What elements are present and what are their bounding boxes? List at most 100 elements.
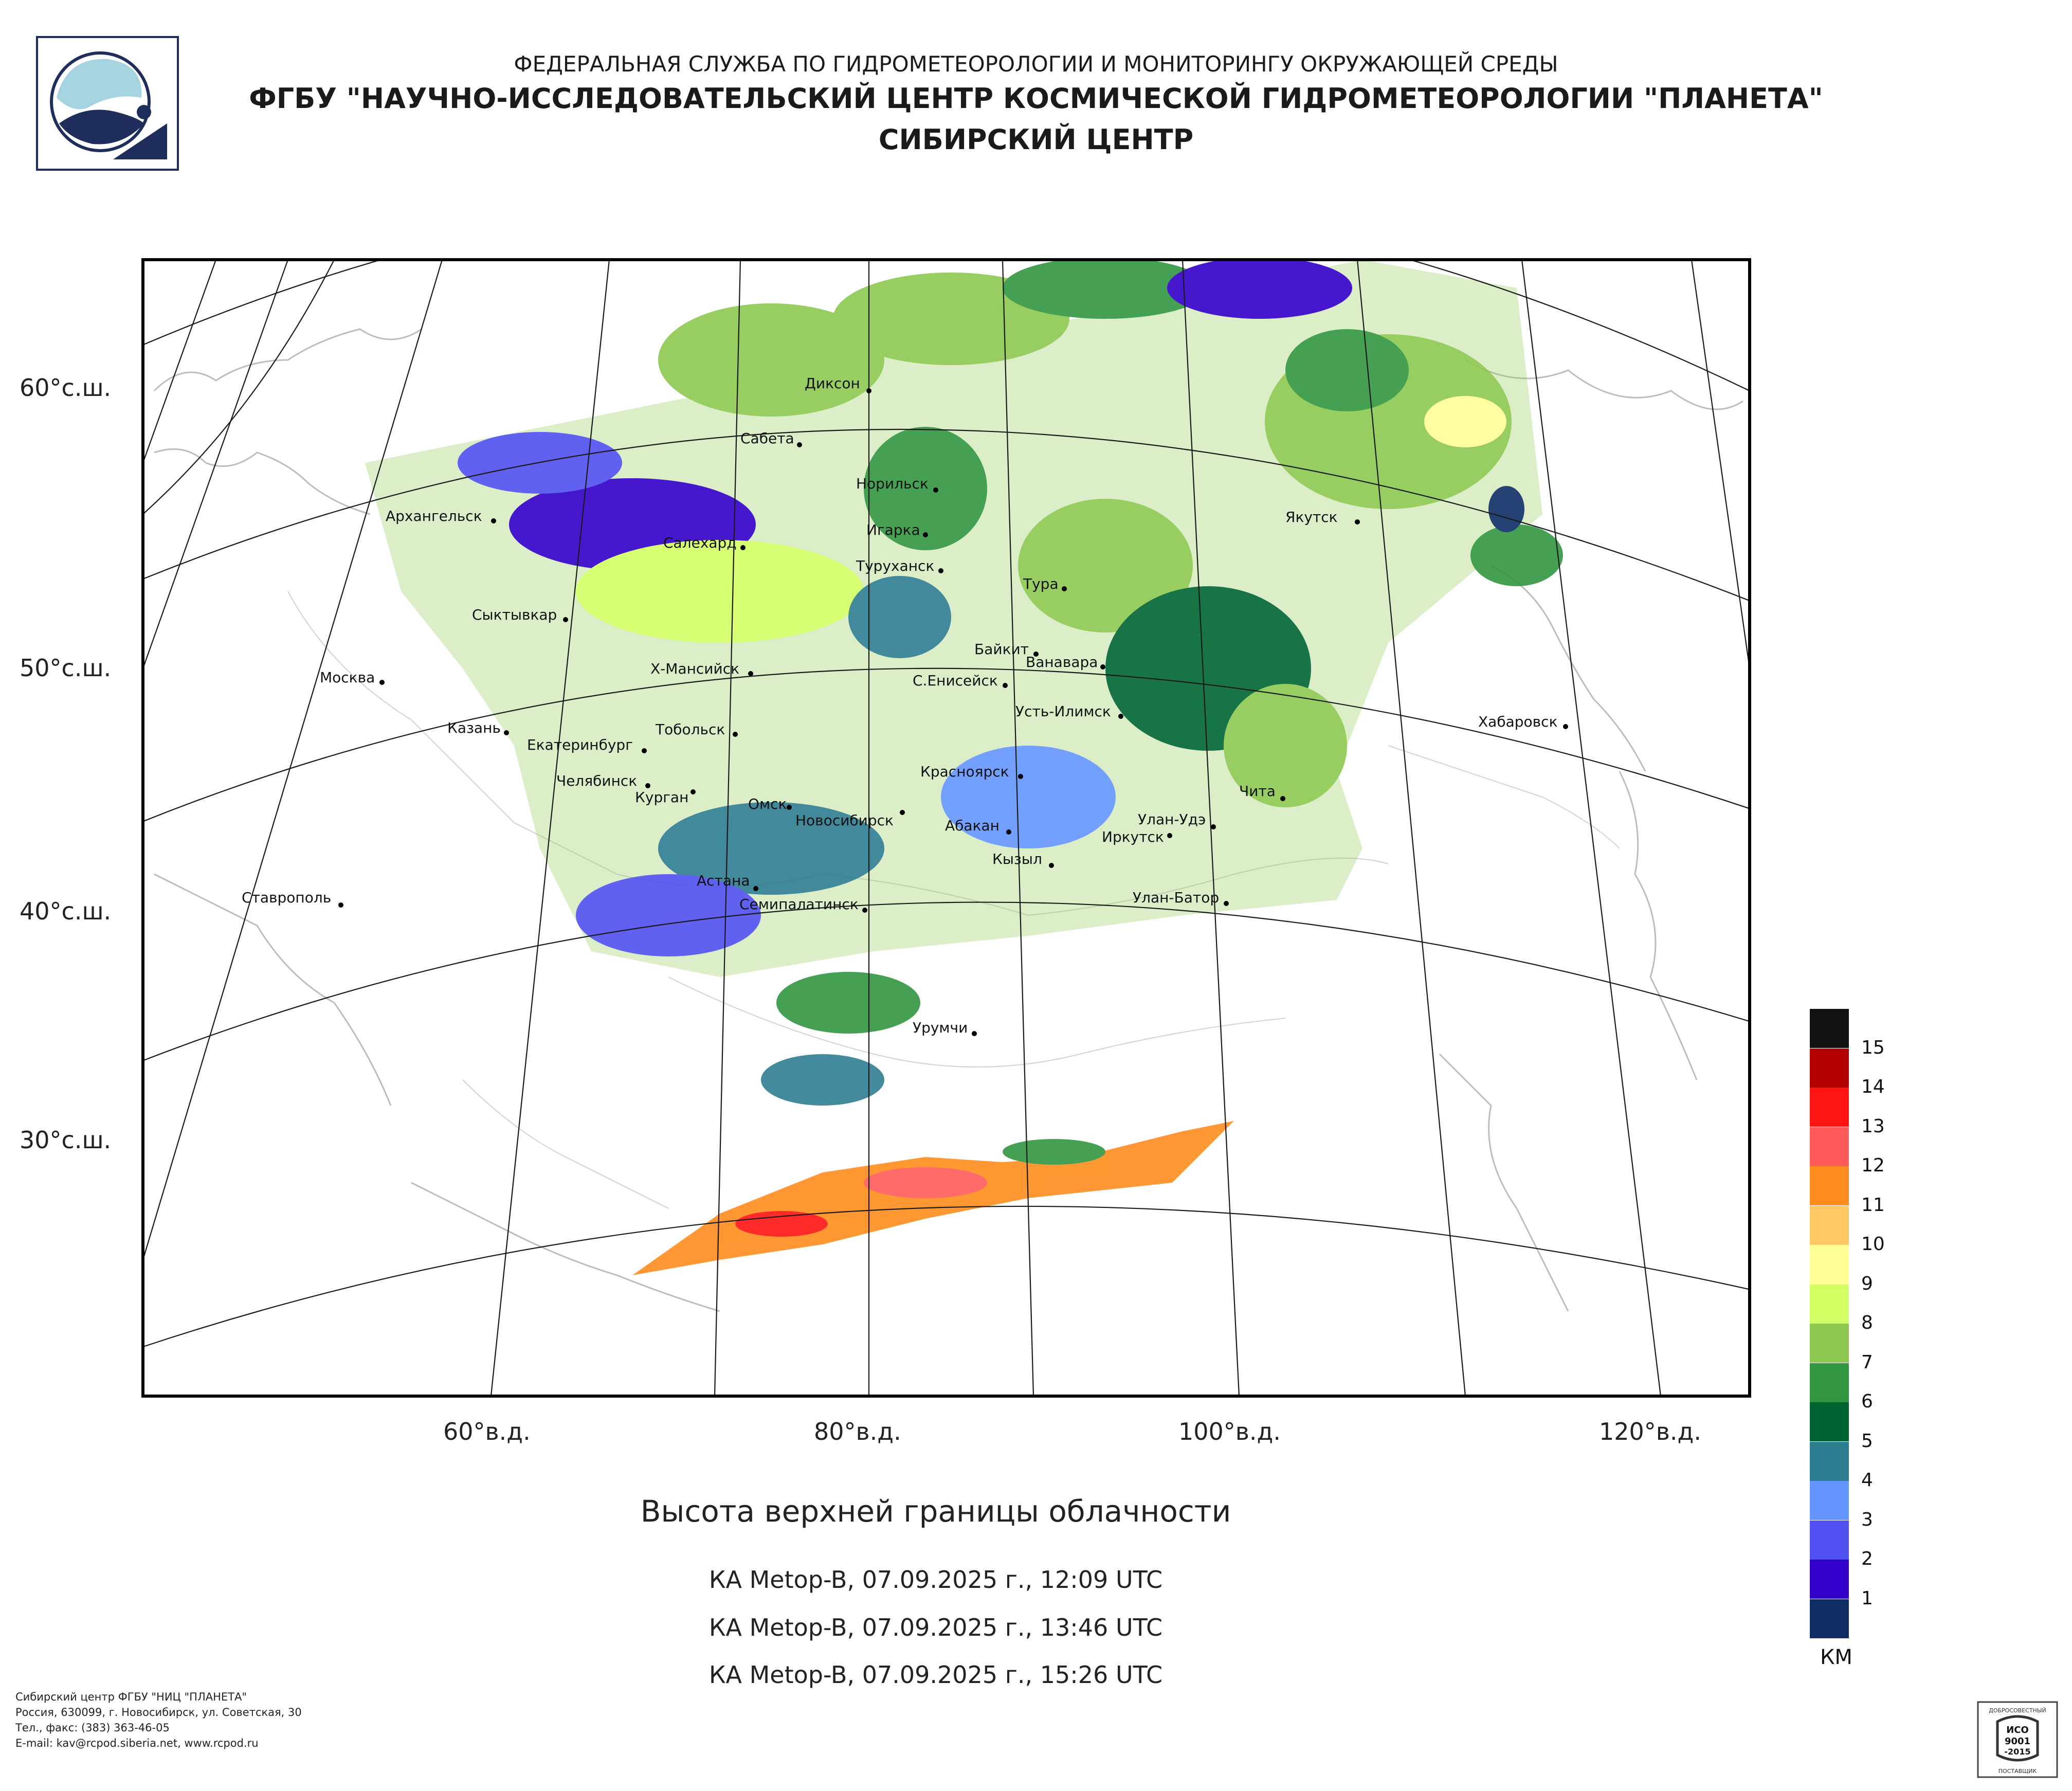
- footer-org: Сибирский центр ФГБУ "НИЦ "ПЛАНЕТА": [15, 1691, 247, 1703]
- lon-label-100: 100°в.д.: [1178, 1418, 1281, 1445]
- svg-text:Красноярск: Красноярск: [920, 763, 1009, 780]
- city-kurgan: Курган: [635, 789, 696, 806]
- city-khmansiysk: Х-Мансийск: [650, 660, 753, 677]
- svg-text:Норильск: Норильск: [856, 475, 929, 492]
- city-turukhansk: Туруханск: [856, 557, 943, 574]
- svg-text:Сыктывкар: Сыктывкар: [472, 606, 557, 623]
- legend-swatch: [1810, 1520, 1849, 1560]
- legend-swatch: [1810, 1166, 1849, 1205]
- svg-text:Новосибирск: Новосибирск: [795, 812, 894, 829]
- legend-label: 7: [1861, 1351, 1873, 1373]
- svg-text:Усть-Илимск: Усть-Илимск: [1015, 703, 1111, 720]
- legend-label: 10: [1861, 1234, 1885, 1255]
- svg-text:Семипалатинск: Семипалатинск: [739, 896, 859, 913]
- legend-label: 6: [1861, 1391, 1873, 1412]
- svg-text:Улан-Батор: Улан-Батор: [1133, 889, 1219, 906]
- city-omsk: Омск: [748, 795, 792, 812]
- legend-label: 5: [1861, 1430, 1873, 1452]
- lat-label-30: 30°с.ш.: [20, 1126, 111, 1154]
- city-ulan-ude: Улан-Удэ: [1138, 811, 1216, 829]
- svg-text:Ванавара: Ванавара: [1026, 654, 1098, 671]
- city-baykit: Байкит: [974, 641, 1039, 658]
- svg-text:9001: 9001: [2005, 1736, 2030, 1747]
- footer-address: Россия, 630099, г. Новосибирск, ул. Сове…: [15, 1706, 302, 1718]
- svg-text:Якутск: Якутск: [1285, 509, 1338, 526]
- city-vanavara: Ванавара: [1026, 654, 1105, 671]
- legend-label: 9: [1861, 1273, 1873, 1294]
- city-markers: Диксон Сабета Норильск Архангельск Салех…: [242, 375, 1568, 1036]
- city-chelyabinsk: Челябинск: [556, 772, 650, 789]
- svg-text:ДОБРОСОВЕСТНЫЙ: ДОБРОСОВЕСТНЫЙ: [1989, 1707, 2046, 1714]
- lon-label-60: 60°в.д.: [443, 1418, 531, 1445]
- legend-swatch: [1810, 1560, 1849, 1599]
- svg-text:Астана: Астана: [697, 872, 750, 889]
- city-khabarovsk: Хабаровск: [1478, 713, 1568, 730]
- svg-text:Тура: Тура: [1023, 575, 1059, 592]
- legend-swatch: [1810, 1127, 1849, 1166]
- city-igarka: Игарка: [866, 521, 928, 538]
- city-tura: Тура: [1023, 575, 1067, 592]
- city-ulan-bator: Улан-Батор: [1133, 889, 1229, 906]
- city-yekaterinburg: Екатеринбург: [527, 736, 647, 753]
- legend-swatch: [1810, 1284, 1849, 1324]
- svg-text:Архангельск: Архангельск: [386, 508, 482, 524]
- city-ust-ilimsk: Усть-Илимск: [1015, 703, 1123, 720]
- legend-label: 14: [1861, 1076, 1885, 1097]
- map-title: Высота верхней границы облачности: [640, 1494, 1231, 1529]
- header-institute: ФГБУ "НАУЧНО-ИССЛЕДОВАТЕЛЬСКИЙ ЦЕНТР КОС…: [249, 82, 1823, 115]
- legend-swatch: [1810, 1599, 1849, 1638]
- svg-text:Улан-Удэ: Улан-Удэ: [1138, 811, 1206, 828]
- satellite-pass-2: КА Metop-B, 07.09.2025 г., 13:46 UTC: [708, 1614, 1163, 1641]
- city-yakutsk: Якутск: [1285, 509, 1360, 526]
- city-irkutsk: Иркутск: [1102, 828, 1172, 845]
- city-tobolsk: Тобольск: [655, 721, 738, 738]
- city-moscow: Москва: [320, 669, 385, 686]
- city-chita: Чита: [1239, 783, 1285, 801]
- legend-label: 8: [1861, 1312, 1873, 1333]
- satellite-pass-3: КА Metop-B, 07.09.2025 г., 15:26 UTC: [708, 1661, 1163, 1689]
- svg-text:Тобольск: Тобольск: [655, 721, 725, 738]
- coastlines: [153, 328, 1743, 1312]
- map-content: Диксон Сабета Норильск Архангельск Салех…: [143, 260, 1750, 1396]
- city-astana: Астана: [697, 872, 758, 891]
- svg-text:Сабета: Сабета: [740, 430, 794, 447]
- legend-swatch: [1810, 1009, 1849, 1048]
- legend-units: КМ: [1820, 1645, 1852, 1669]
- city-kyzyl: Кызыл: [992, 851, 1054, 868]
- svg-text:Абакан: Абакан: [945, 817, 999, 834]
- legend-label: 11: [1861, 1194, 1885, 1216]
- city-dikson: Диксон: [805, 375, 871, 393]
- city-krasnoyarsk: Красноярск: [920, 763, 1023, 780]
- svg-text:Урумчи: Урумчи: [913, 1019, 968, 1036]
- legend-swatch: [1810, 1441, 1849, 1481]
- svg-text:Ставрополь: Ставрополь: [242, 889, 331, 906]
- legend-swatch: [1810, 1088, 1849, 1127]
- svg-text:Хабаровск: Хабаровск: [1478, 713, 1557, 730]
- svg-text:Казань: Казань: [447, 719, 501, 736]
- svg-text:Байкит: Байкит: [974, 641, 1029, 658]
- svg-text:Кызыл: Кызыл: [992, 851, 1042, 867]
- lat-label-60: 60°с.ш.: [20, 374, 111, 402]
- svg-text:Екатеринбург: Екатеринбург: [527, 736, 633, 753]
- svg-text:ПОСТАВЩИК: ПОСТАВЩИК: [1998, 1768, 2037, 1775]
- legend-label: 12: [1861, 1155, 1885, 1176]
- city-salekhard: Салехард: [663, 534, 746, 551]
- city-norilsk: Норильск: [856, 475, 938, 493]
- legend-swatch: [1810, 1402, 1849, 1441]
- legend-label: 3: [1861, 1509, 1873, 1530]
- legend-swatch: [1810, 1324, 1849, 1363]
- legend-label: 1: [1861, 1587, 1873, 1609]
- legend-swatch: [1810, 1205, 1849, 1245]
- lon-label-120: 120°в.д.: [1599, 1418, 1701, 1445]
- iso-certificate-badge: ДОБРОСОВЕСТНЫЙ ИСО 9001 -2015 ПОСТАВЩИК: [1977, 1701, 2058, 1778]
- legend-swatch: [1810, 1481, 1849, 1520]
- legend-label: 13: [1861, 1115, 1885, 1137]
- header-center: СИБИРСКИЙ ЦЕНТР: [878, 123, 1194, 156]
- city-novosibirsk: Новосибирск: [795, 810, 905, 829]
- lon-label-80: 80°в.д.: [814, 1418, 901, 1445]
- graticule: [143, 260, 1750, 1396]
- svg-text:Челябинск: Челябинск: [556, 772, 637, 789]
- lat-label-50: 50°с.ш.: [20, 654, 111, 682]
- svg-text:С.Енисейск: С.Енисейск: [913, 672, 998, 689]
